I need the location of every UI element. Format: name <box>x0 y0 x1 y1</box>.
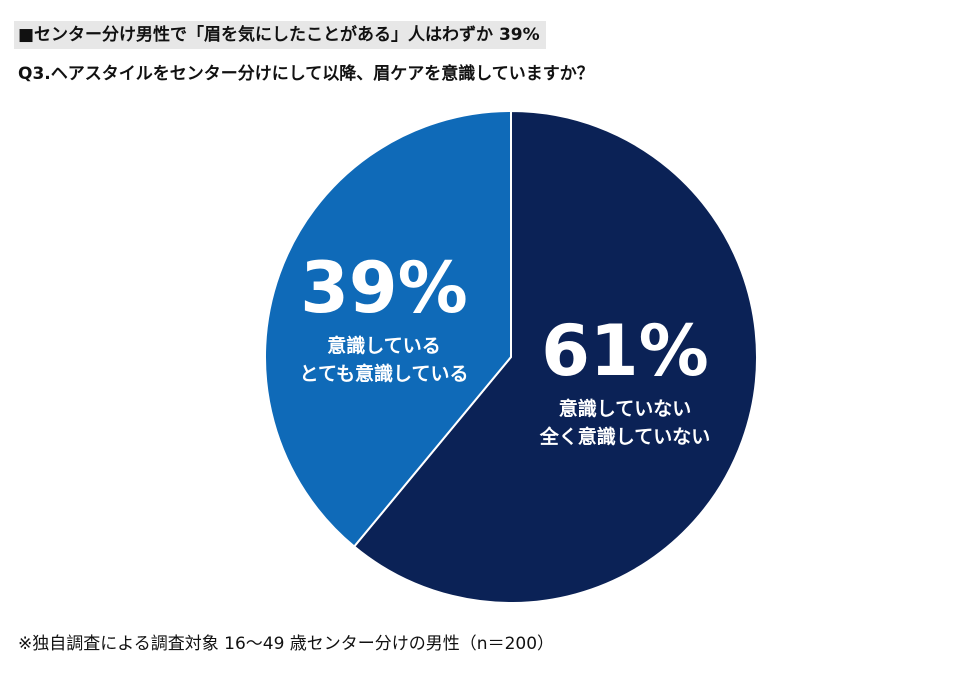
headline-banner: ■センター分け男性で「眉を気にしたことがある」人はわずか 39% <box>14 21 546 49</box>
pie-slice-1 <box>353 110 758 604</box>
footnote: ※独自調査による調査対象 16～49 歳センター分けの男性（n＝200） <box>18 634 555 654</box>
slice-category-label-1-2: 全く意識していない <box>539 425 710 448</box>
slice-category-label-1-1: 意識していない <box>559 397 691 420</box>
slice-category-label-2-1: 意識している <box>327 334 440 357</box>
pie-slices <box>263 110 758 604</box>
question-title: Q3.ヘアスタイルをセンター分けにして以降、眉ケアを意識していますか？ <box>18 64 594 84</box>
slice-percent-label-2: 39% <box>300 247 468 329</box>
pie-slice-2 <box>263 110 512 548</box>
slice-category-label-2-2: とても意識している <box>300 362 469 385</box>
slice-percent-label-1: 61% <box>541 310 709 392</box>
